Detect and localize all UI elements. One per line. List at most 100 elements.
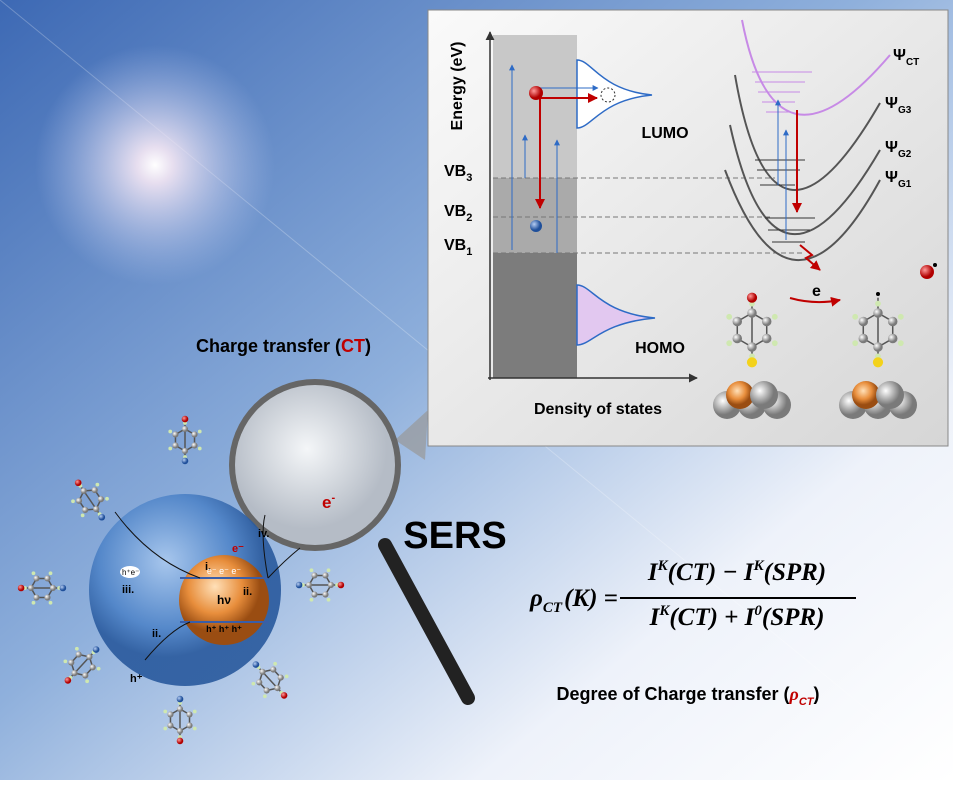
hydrogen — [197, 446, 202, 451]
oxygen — [746, 292, 758, 303]
potential-ct — [741, 19, 891, 116]
formula-lhs: ρCT(K) = — [529, 585, 618, 616]
carbon — [322, 572, 329, 579]
caption-text: ) — [814, 684, 820, 704]
pathways — [114, 511, 301, 661]
hydrogen — [71, 499, 75, 504]
lumo-label: LUMO — [641, 125, 688, 142]
sulfur — [98, 513, 106, 521]
hydrogen — [897, 313, 904, 320]
formula-numerator: IK(CT) − IK(SPR) — [647, 558, 826, 586]
electron-labels: e⁻ e⁻ e⁻ — [207, 566, 242, 576]
molecule — [295, 568, 345, 602]
hydrogen — [80, 513, 85, 518]
hydrogen — [163, 709, 168, 714]
step-label: i. — [205, 561, 211, 573]
state-symbol: Ψ — [885, 139, 898, 156]
symbol: I — [743, 559, 755, 586]
metal-atom — [750, 381, 778, 409]
sulfur — [181, 457, 189, 465]
hydrogen — [273, 661, 277, 666]
level-name: VB — [444, 203, 466, 220]
step-label: ii. — [243, 586, 252, 598]
carbon — [93, 505, 100, 513]
carbon — [274, 685, 281, 692]
carbon — [91, 487, 98, 494]
radical — [920, 265, 934, 279]
carbon — [858, 316, 869, 327]
metal-atom — [876, 381, 904, 409]
superscript: K — [657, 558, 669, 574]
title-text: ) — [365, 336, 371, 356]
caption: Degree of Charge transfer (ρCT) — [556, 684, 819, 708]
title-text: Charge transfer ( — [196, 336, 341, 356]
ct-arrows — [535, 93, 598, 209]
molecule — [852, 297, 904, 368]
carbon — [873, 308, 883, 318]
hydrogen — [852, 313, 859, 320]
carbon — [181, 425, 189, 433]
magnifier-title: Charge transfer (CT) — [196, 336, 371, 356]
hole — [530, 220, 542, 232]
argument: (SPR) — [762, 604, 825, 631]
carbon — [172, 442, 179, 449]
superscript: K — [658, 603, 670, 619]
excitation-arrows — [509, 64, 599, 253]
oxygen — [74, 479, 82, 487]
molecule — [163, 695, 197, 745]
oxygen — [337, 581, 345, 589]
carbon — [89, 664, 96, 671]
argument: (CT) − — [668, 559, 744, 586]
title-highlight: CT — [341, 336, 365, 356]
carbon — [732, 333, 743, 344]
free-electron: e⁻ — [232, 543, 244, 555]
electron-label: e — [812, 283, 821, 300]
hydrogen — [48, 600, 53, 605]
state-label: ΨG2 — [885, 139, 912, 160]
oxygen — [280, 692, 288, 699]
carbon — [311, 572, 318, 579]
step-label: iii. — [122, 584, 134, 596]
step-label: ii. — [152, 628, 161, 640]
metal-atom — [852, 381, 880, 409]
potential-g1 — [724, 169, 881, 261]
carbon — [27, 584, 35, 592]
carbon — [167, 722, 174, 729]
radical-dot — [876, 292, 880, 296]
hydrogen — [192, 709, 197, 714]
carbon — [176, 705, 184, 713]
argument: (CT) + — [669, 604, 744, 631]
hydrogen — [85, 679, 89, 684]
carbon — [747, 308, 757, 318]
carbon — [873, 342, 883, 352]
magnifier-handle — [378, 538, 475, 705]
hydrogen — [726, 313, 733, 320]
carbon — [68, 659, 75, 666]
state-label: ΨG1 — [885, 169, 912, 190]
state-symbol: Ψ — [893, 47, 906, 64]
sulfur — [59, 584, 67, 592]
sulfur — [92, 646, 100, 653]
carbon — [33, 594, 40, 601]
superscript: K — [753, 558, 765, 574]
hydrogen — [771, 340, 778, 347]
carbon — [277, 674, 284, 681]
hydrogen — [251, 681, 256, 686]
homo-label: HOMO — [635, 340, 685, 357]
light-flare — [35, 45, 275, 285]
molecule — [71, 479, 109, 521]
band-region — [493, 178, 577, 253]
sulfur — [252, 661, 260, 668]
symbol: I — [647, 559, 659, 586]
carbon — [256, 679, 263, 686]
caption-subscript: CT — [799, 696, 815, 708]
subscript: CT — [543, 600, 563, 616]
sers-label: SERS — [403, 515, 506, 557]
hydrogen — [31, 600, 36, 605]
level-index: 1 — [466, 246, 472, 258]
carbon — [761, 316, 772, 327]
symbol: I — [649, 604, 661, 631]
hydrogen — [75, 646, 79, 651]
